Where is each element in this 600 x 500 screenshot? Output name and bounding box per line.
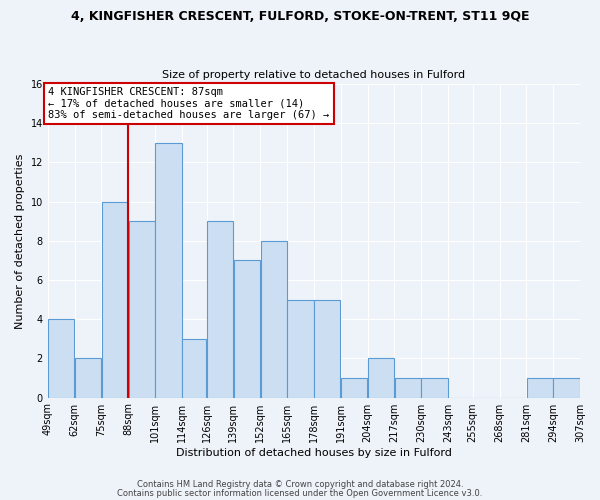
Bar (314, 300, 340, 398)
Text: Contains HM Land Registry data © Crown copyright and database right 2024.: Contains HM Land Registry data © Crown c… (137, 480, 463, 489)
Bar (102, 202, 128, 398)
Bar (48, 319, 74, 398)
Bar (341, 378, 367, 398)
Bar (155, 143, 182, 398)
Bar (207, 221, 233, 398)
Text: 4 KINGFISHER CRESCENT: 87sqm
← 17% of detached houses are smaller (14)
83% of se: 4 KINGFISHER CRESCENT: 87sqm ← 17% of de… (49, 87, 329, 120)
Bar (182, 339, 206, 398)
X-axis label: Distribution of detached houses by size in Fulford: Distribution of detached houses by size … (176, 448, 452, 458)
Text: 4, KINGFISHER CRESCENT, FULFORD, STOKE-ON-TRENT, ST11 9QE: 4, KINGFISHER CRESCENT, FULFORD, STOKE-O… (71, 10, 529, 23)
Bar (527, 378, 553, 398)
Bar (234, 260, 260, 398)
Title: Size of property relative to detached houses in Fulford: Size of property relative to detached ho… (163, 70, 466, 81)
Bar (421, 378, 448, 398)
Bar (395, 378, 421, 398)
Y-axis label: Number of detached properties: Number of detached properties (15, 153, 25, 328)
Bar (287, 300, 314, 398)
Bar (128, 221, 155, 398)
Text: Contains public sector information licensed under the Open Government Licence v3: Contains public sector information licen… (118, 488, 482, 498)
Bar (553, 378, 580, 398)
Bar (75, 358, 101, 398)
Bar (260, 241, 287, 398)
Bar (368, 358, 394, 398)
